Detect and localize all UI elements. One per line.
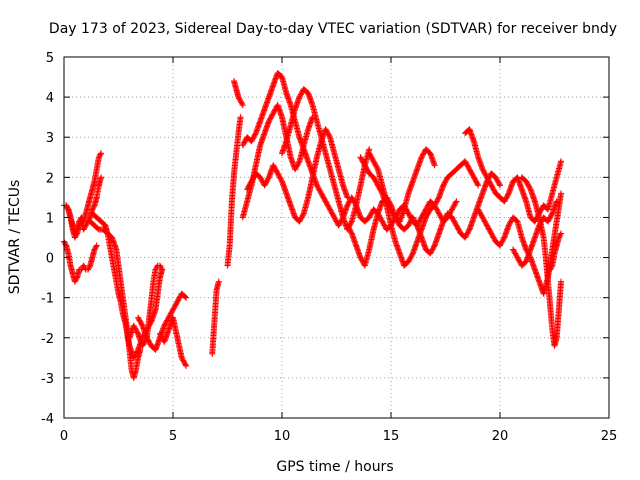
y-tick-label: -2 — [41, 332, 54, 347]
y-tick-label: -4 — [41, 412, 54, 427]
series-track-23 — [518, 174, 565, 349]
series-track-14 — [244, 126, 351, 225]
x-tick-label: 25 — [601, 429, 618, 444]
series-track-10 — [224, 114, 244, 269]
x-tick-label: 20 — [492, 429, 509, 444]
series-track-20 — [462, 126, 565, 225]
data-point-markers — [135, 290, 190, 353]
series-track-09 — [209, 278, 222, 357]
data-point-markers — [366, 150, 503, 257]
data-point-markers — [231, 78, 246, 109]
series-track-02 — [61, 238, 100, 285]
x-tick-label: 15 — [383, 429, 400, 444]
series-track-19 — [366, 150, 503, 257]
y-axis-label: SDTVAR / TECUs — [7, 180, 23, 295]
series-track-17 — [357, 154, 482, 269]
y-tick-label: -3 — [41, 372, 54, 387]
y-tick-label: 3 — [46, 131, 54, 146]
data-point-markers — [209, 278, 222, 357]
series-track-07 — [135, 290, 190, 353]
x-tick-label: 0 — [60, 429, 68, 444]
x-tick-label: 5 — [169, 429, 177, 444]
series-track-24 — [547, 230, 565, 273]
x-axis-label: GPS time / hours — [276, 459, 393, 475]
data-point-markers — [156, 314, 190, 369]
y-tick-label: 4 — [46, 91, 54, 106]
y-tick-label: 2 — [46, 171, 54, 186]
series-track-11 — [231, 78, 246, 109]
axis-ticks: -4 -3 -2 -1 0 1 2 3 4 5 0 5 10 15 20 25 — [41, 51, 617, 444]
data-point-markers — [518, 174, 565, 349]
y-tick-label: 5 — [46, 51, 54, 66]
data-point-markers — [462, 126, 565, 225]
plot-frame — [63, 56, 610, 419]
data-point-markers — [61, 238, 100, 285]
chart-title: Day 173 of 2023, Sidereal Day-to-day VTE… — [49, 21, 617, 37]
data-point-markers — [239, 102, 316, 221]
data-point-markers — [357, 154, 482, 269]
series-track-06 — [126, 262, 166, 349]
grid — [64, 57, 609, 418]
data-point-markers — [224, 114, 244, 269]
x-tick-label: 10 — [274, 429, 291, 444]
data-point-markers — [547, 230, 565, 273]
y-tick-label: 0 — [46, 252, 54, 267]
series-track-08 — [156, 314, 190, 369]
y-tick-label: 1 — [46, 211, 54, 226]
data-points — [61, 70, 565, 381]
data-point-markers — [244, 126, 351, 225]
data-point-markers — [126, 262, 166, 349]
y-tick-label: -1 — [41, 292, 54, 307]
series-track-12 — [239, 102, 316, 221]
